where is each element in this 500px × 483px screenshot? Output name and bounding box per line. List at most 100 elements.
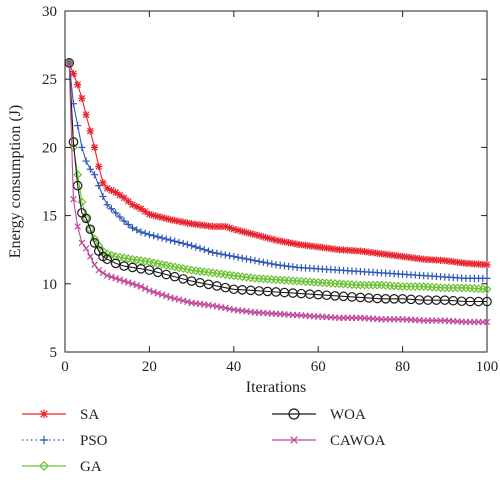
data-point-sa: [310, 242, 318, 251]
data-point-sa: [293, 240, 301, 248]
data-point-sa: [263, 234, 272, 242]
data-point-sa: [86, 127, 94, 135]
data-point-sa: [247, 230, 255, 238]
data-point-sa: [166, 216, 175, 224]
data-point-sa: [225, 224, 234, 232]
y-tick-label: 5: [50, 345, 58, 361]
data-point-sa: [462, 259, 470, 267]
data-point-sa: [297, 241, 305, 249]
data-point-sa: [327, 245, 335, 253]
x-axis-label: Iterations: [246, 379, 306, 396]
data-point-sa: [192, 220, 200, 228]
data-point-sa: [390, 251, 398, 260]
data-point-cawoa: [124, 279, 132, 286]
data-point-cawoa: [65, 59, 73, 67]
legend-label-ga: GA: [80, 459, 102, 475]
data-point-pso: [78, 143, 86, 151]
data-point-sa: [234, 226, 242, 234]
data-point-sa: [394, 252, 402, 260]
data-point-cawoa: [74, 223, 81, 230]
data-point-cawoa: [154, 290, 162, 297]
data-point-sa: [179, 218, 187, 226]
data-point-sa: [268, 235, 276, 243]
x-tick-label: 100: [476, 359, 499, 375]
data-point-sa: [466, 260, 474, 268]
data-point-sa: [479, 260, 487, 269]
data-point-sa: [344, 246, 352, 254]
data-point-pso: [225, 252, 234, 260]
data-point-sa: [255, 232, 263, 240]
legend-item-sa: SA: [22, 407, 99, 423]
data-point-cawoa: [116, 276, 124, 284]
data-point-pso: [145, 231, 153, 239]
data-point-pso: [483, 274, 491, 282]
data-point-sa: [445, 257, 453, 265]
legend: SA PSO GA WOA CAWOA: [22, 407, 386, 475]
data-point-pso: [128, 224, 137, 232]
data-point-sa: [133, 203, 141, 211]
data-point-pso: [95, 181, 103, 190]
legend-item-cawoa: CAWOA: [272, 433, 386, 449]
y-tick-label: 25: [42, 72, 57, 88]
data-point-pso: [255, 257, 263, 266]
data-point-sa: [238, 227, 246, 236]
data-point-sa: [458, 259, 466, 267]
data-point-sa: [369, 249, 377, 257]
data-point-sa: [221, 222, 229, 231]
data-point-sa: [323, 244, 331, 252]
data-point-sa: [204, 222, 213, 230]
data-point-pso: [175, 238, 183, 246]
data-point-sa: [103, 184, 111, 192]
data-point-sa: [306, 242, 314, 250]
series-cawoa: [65, 59, 491, 326]
legend-label-pso: PSO: [80, 433, 108, 449]
data-point-woa: [85, 224, 96, 235]
data-point-pso: [124, 220, 132, 229]
data-point-sa: [69, 70, 78, 78]
data-point-cawoa: [112, 275, 119, 282]
data-point-sa: [428, 256, 436, 264]
data-point-cawoa: [82, 245, 90, 252]
data-point-cawoa: [87, 253, 94, 260]
data-point-pso: [99, 192, 107, 201]
data-point-sa: [175, 217, 183, 225]
data-point-cawoa: [146, 287, 153, 294]
data-point-sa: [188, 220, 196, 228]
data-point-pso: [179, 239, 187, 248]
data-point-sa: [301, 241, 310, 249]
data-point-pso: [162, 235, 170, 243]
data-point-cawoa: [150, 288, 157, 296]
data-point-cawoa: [137, 283, 145, 290]
data-point-sa: [352, 247, 360, 255]
data-point-woa: [68, 137, 79, 147]
data-point-woa: [81, 213, 91, 224]
data-point-sa: [171, 216, 179, 225]
data-point-pso: [166, 236, 175, 244]
data-point-pso: [112, 209, 120, 217]
data-point-pso: [116, 213, 124, 221]
data-point-sa: [470, 260, 478, 268]
series-pso: [65, 59, 491, 282]
data-point-sa: [90, 143, 99, 151]
data-point-sa: [137, 205, 145, 213]
data-point-sa: [436, 256, 445, 264]
data-point-sa: [128, 201, 137, 209]
data-point-pso: [221, 251, 229, 259]
data-point-sa: [453, 258, 462, 266]
data-point-cawoa: [99, 269, 107, 277]
data-point-cawoa: [70, 195, 77, 203]
data-point-sa: [116, 191, 124, 199]
data-point-sa: [361, 248, 369, 256]
legend-marker-woa: [288, 408, 300, 420]
data-point-sa: [200, 221, 208, 230]
data-point-sa: [154, 212, 162, 221]
data-point-sa: [272, 236, 280, 244]
data-point-pso: [74, 121, 82, 130]
data-point-pso: [234, 253, 242, 261]
data-point-ga: [85, 224, 95, 234]
data-point-sa: [449, 258, 457, 266]
x-tick-label: 40: [226, 359, 241, 375]
y-tick-label: 10: [42, 277, 57, 293]
data-point-sa: [474, 260, 483, 268]
